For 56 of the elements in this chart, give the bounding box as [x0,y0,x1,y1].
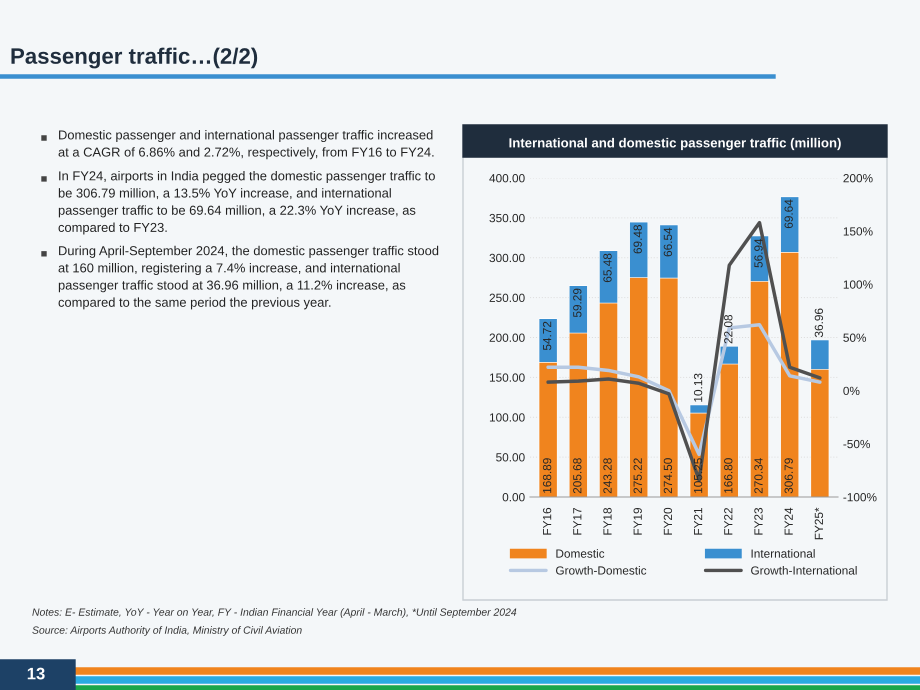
x-tick-label: FY24 [784,508,793,535]
y2-tick-label: 50% [843,334,866,342]
data-label: 166.80 [724,458,732,493]
text: Passenger traffic…(2/2) [11,48,258,68]
data-label: 66.54 [664,228,672,256]
y-tick-label: 400.00 [489,174,525,182]
legend-label: Growth-International [751,566,857,575]
data-label: 69.64 [784,200,793,228]
text: Domestic passenger and international passenger traffic increased at a CAGR of 6.86% and 2.72%, respectively, from FY16 to FY24. [58,130,434,160]
data-label: 10.13 [694,374,702,402]
y2-tick-label: 200% [843,174,873,182]
legend-label: International [752,549,815,558]
x-tick-label: FY18 [603,508,612,535]
data-label: 274.50 [664,458,672,494]
x-tick-label: FY21 [694,508,702,535]
data-label: 36.96 [814,308,824,338]
data-label: 54.72 [542,322,552,350]
y-tick-label: 200.00 [490,334,525,342]
text: Notes: E- Estimate, YoY - Year on Year, FY - Indian Financial Year (April - March), *Until September 2024 [32,608,516,618]
y2-tick-label: -50% [843,440,870,448]
data-label: 56.94 [754,238,763,268]
y-tick-label: 250.00 [490,294,525,302]
x-tick-label: FY20 [664,508,672,535]
data-label: 275.22 [634,458,642,494]
x-tick-label: FY23 [754,508,763,535]
chart-subtitle: International and domestic passenger traffic (million) [509,138,841,150]
x-tick-label: FY16 [542,508,552,535]
text: 13 [28,668,45,680]
legend-label: Growth-Domestic [556,566,646,575]
y2-tick-label: 150% [844,227,873,236]
data-label: 306.79 [784,458,793,494]
data-label: 243.28 [603,458,612,494]
y-tick-label: 350.00 [489,214,525,222]
text: In FY24, airports in India pegged the domestic passenger traffic to be 306.79 million, a 13.5% YoY increase, and international passenger traffic to be 69.64 million, a 22.3% YoY increase, as compared to FY23. [58,170,435,235]
x-tick-label: FY19 [634,508,642,535]
x-tick-label: FY22 [724,508,732,535]
y-tick-label: 300.00 [489,254,525,262]
x-tick-label: FY25* [814,508,824,540]
text: During April-September 2024, the domestic passenger traffic stood at 160 million, registering a 7.4% increase, and international passenger traffic stood at 36.96 million, a 11.2% increase, as compared to the same period the previous year. [58,246,438,310]
y-tick-label: 100.00 [490,413,525,422]
x-tick-label: FY17 [573,508,582,535]
data-label: 22.08 [724,314,732,344]
y-tick-label: 50.00 [496,453,525,462]
data-label: 69.48 [634,225,642,254]
data-label: 65.48 [603,254,612,282]
legend-label: Domestic [556,549,604,558]
data-label: 168.89 [542,458,552,493]
data-label: 59.29 [573,288,582,318]
source-note: Source: Airports Authority of India, Ministry of Civil Aviation [32,626,302,636]
y2-tick-label: 0% [843,386,860,396]
y-tick-label: 150.00 [490,373,525,382]
data-label: 270.34 [754,458,763,494]
data-label: 205.68 [573,458,582,494]
y2-tick-label: -100% [843,493,877,502]
y2-tick-label: 100% [844,280,873,289]
y-tick-label: 0.00 [502,493,525,502]
